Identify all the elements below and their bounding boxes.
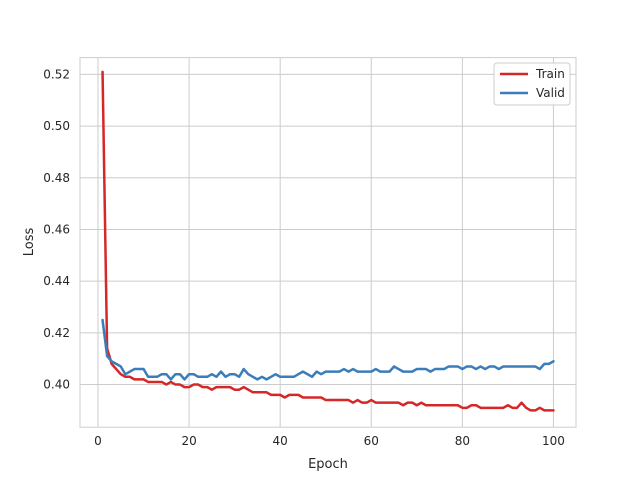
y-tick-label: 0.50 bbox=[43, 119, 70, 133]
series-line-train bbox=[101, 70, 555, 412]
y-tick-label: 0.48 bbox=[43, 171, 70, 185]
y-tick-label: 0.44 bbox=[43, 274, 70, 288]
y-tick-label: 0.40 bbox=[43, 378, 70, 392]
x-tick-label: 60 bbox=[364, 434, 379, 448]
y-tick-label: 0.42 bbox=[43, 326, 70, 340]
y-tick-label: 0.46 bbox=[43, 222, 70, 236]
x-tick-label: 100 bbox=[542, 434, 565, 448]
gridlines bbox=[80, 57, 576, 428]
legend-label-valid: Valid bbox=[536, 86, 565, 100]
y-axis-ticks: 0.40 0.42 0.44 0.46 0.48 0.50 0.52 bbox=[43, 67, 70, 391]
y-tick-label: 0.52 bbox=[43, 67, 70, 81]
plot-frame bbox=[79, 57, 577, 428]
x-tick-label: 40 bbox=[273, 434, 288, 448]
x-tick-label: 20 bbox=[181, 434, 196, 448]
x-axis-ticks: 0 20 40 60 80 100 bbox=[94, 434, 565, 448]
legend: Train Valid bbox=[493, 62, 571, 106]
y-axis-label: Loss bbox=[22, 228, 37, 257]
x-tick-label: 0 bbox=[94, 434, 102, 448]
series-line-valid bbox=[101, 318, 555, 381]
x-tick-label: 80 bbox=[455, 434, 470, 448]
x-axis-label: Epoch bbox=[308, 457, 348, 472]
series-lines bbox=[101, 70, 555, 412]
legend-label-train: Train bbox=[535, 67, 565, 81]
